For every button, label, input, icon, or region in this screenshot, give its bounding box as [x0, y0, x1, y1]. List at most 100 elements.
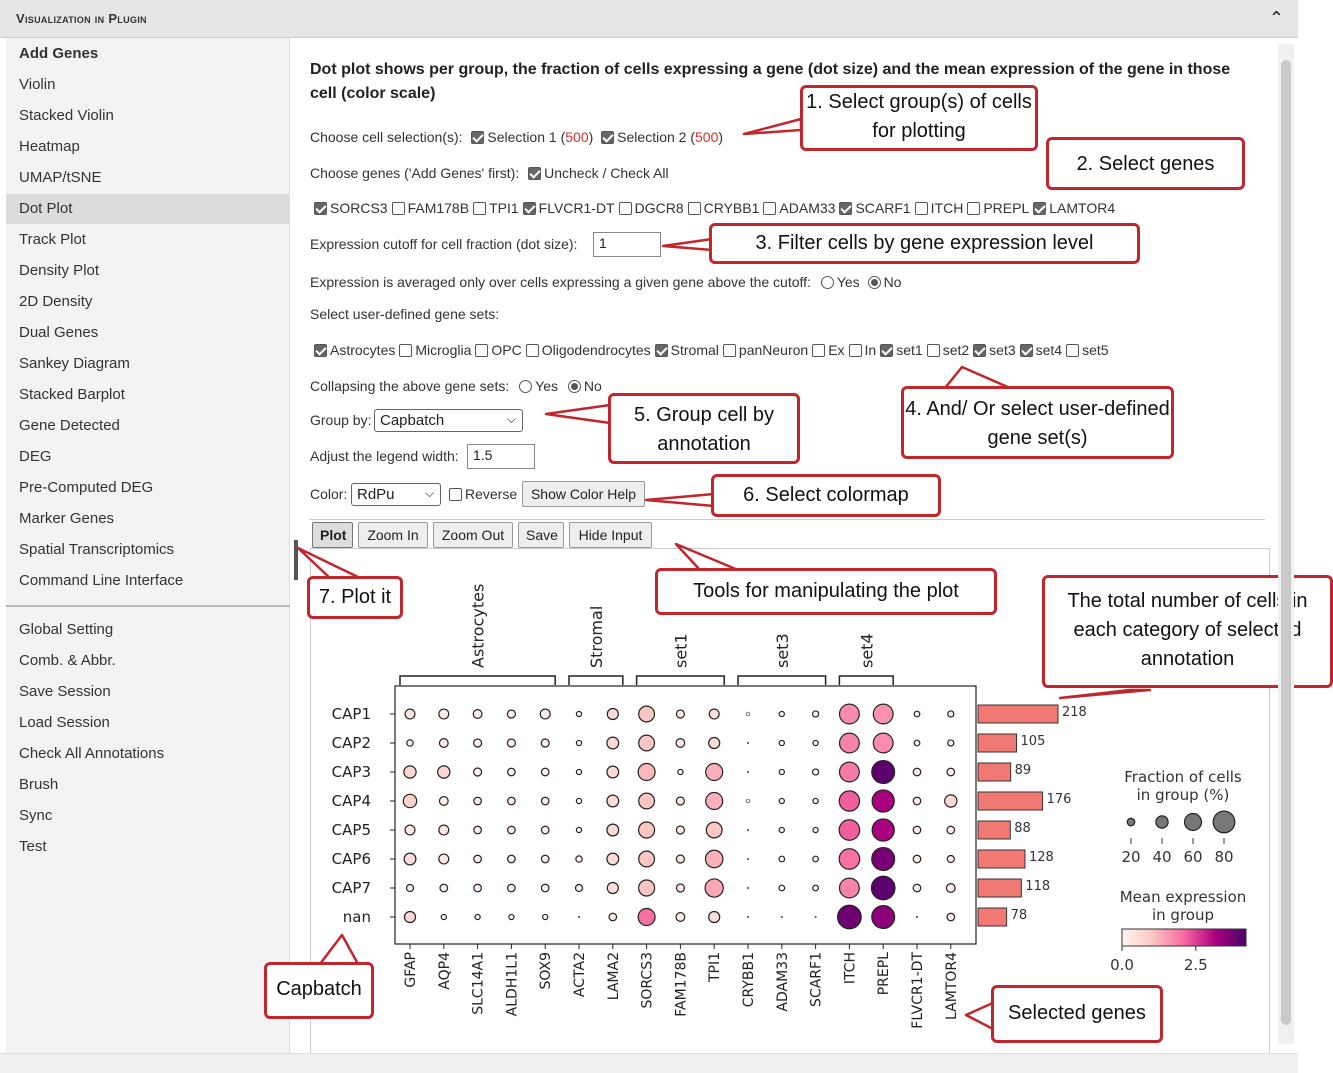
gene-checkbox[interactable] — [1033, 202, 1047, 215]
plot-button[interactable]: Plot — [312, 522, 353, 548]
selection-2-checkbox[interactable] — [601, 131, 615, 144]
sidebar-item-save-session[interactable]: Save Session — [19, 683, 111, 700]
sidebar-item-test[interactable]: Test — [19, 838, 47, 855]
check-all-checkbox[interactable] — [528, 167, 542, 180]
cutoff-input[interactable]: 1 — [593, 232, 661, 257]
sidebar-item-stacked-barplot[interactable]: Stacked Barplot — [19, 386, 125, 403]
group-by-select[interactable]: Capbatch ⌵ — [374, 409, 523, 432]
colorbar-label: 2.5 — [1184, 956, 1208, 974]
gene-set-checkbox[interactable] — [880, 344, 894, 357]
sidebar-item-sync[interactable]: Sync — [19, 807, 53, 824]
dot — [406, 739, 414, 747]
gene-set-checkbox[interactable] — [1066, 344, 1080, 357]
colorbar-label: 0.0 — [1110, 956, 1134, 974]
sidebar-item-check-all-annotations[interactable]: Check All Annotations — [19, 745, 165, 762]
dot — [812, 884, 820, 892]
collapse-no-radio[interactable] — [567, 380, 581, 393]
sidebar-item-violin[interactable]: Violin — [19, 76, 56, 93]
panel-header[interactable]: Visualization in Plugin ⌃ — [0, 0, 1298, 38]
sidebar-item-spatial-transcriptomics[interactable]: Spatial Transcriptomics — [19, 541, 175, 558]
dot — [403, 765, 417, 779]
sidebar-item-command-line-interface[interactable]: Command Line Interface — [19, 572, 184, 589]
gene-set-checkbox-list: Astrocytes Microglia OPC Oligodendrocytes St… — [314, 342, 1109, 358]
panel-splitter[interactable] — [294, 540, 298, 580]
sidebar-item-deg[interactable]: DEG — [19, 448, 52, 465]
color-select[interactable]: RdPu ⌵ — [351, 483, 441, 506]
sidebar-item-sankey-diagram[interactable]: Sankey Diagram — [19, 355, 130, 372]
size-legend-dot — [1155, 815, 1169, 829]
gene-set-checkbox[interactable] — [525, 344, 539, 357]
sidebar-item-2d-density[interactable]: 2D Density — [19, 293, 93, 310]
zoom-in-button[interactable]: Zoom In — [358, 522, 428, 548]
gene-set-checkbox[interactable] — [1019, 344, 1033, 357]
gene-checkbox[interactable] — [763, 202, 777, 215]
averaged-yes-radio[interactable] — [820, 276, 834, 289]
save-button[interactable]: Save — [518, 522, 564, 548]
sidebar-item-marker-genes[interactable]: Marker Genes — [19, 510, 115, 527]
dot — [606, 852, 620, 866]
sidebar-item-global-setting[interactable]: Global Setting — [19, 621, 114, 638]
sidebar-item-track-plot[interactable]: Track Plot — [19, 231, 86, 248]
sidebar-item-umap-tsne[interactable]: UMAP/tSNE — [19, 169, 102, 186]
dot — [637, 879, 656, 897]
gene-label: FAM178B — [407, 200, 470, 216]
zoom-out-button[interactable]: Zoom Out — [433, 522, 513, 548]
dot — [606, 881, 619, 895]
gene-set-checkbox[interactable] — [973, 344, 987, 357]
averaged-no-radio[interactable] — [867, 276, 881, 289]
count-bar — [977, 820, 1011, 840]
sidebar-item-pre-computed-deg[interactable]: Pre-Computed DEG — [19, 479, 154, 496]
size-legend-label: 20 — [1121, 848, 1140, 866]
chevron-up-icon[interactable]: ⌃ — [1268, 8, 1284, 28]
dot — [746, 741, 749, 744]
gene-checkbox[interactable] — [967, 202, 981, 215]
gene-checkbox[interactable] — [522, 202, 536, 215]
legend-width-input[interactable]: 1.5 — [467, 444, 535, 469]
sidebar-item-dual-genes[interactable]: Dual Genes — [19, 324, 99, 341]
gene-set-label: Astrocytes — [330, 342, 396, 358]
dot — [778, 768, 785, 776]
gene-set-checkbox[interactable] — [475, 344, 489, 357]
dot — [403, 910, 417, 924]
gene-checkbox[interactable] — [687, 202, 701, 215]
gene-set-label: set3 — [773, 633, 792, 668]
gene-set-checkbox[interactable] — [812, 344, 826, 357]
dot — [812, 797, 819, 805]
dot — [638, 734, 656, 752]
gene-set-checkbox[interactable] — [848, 344, 862, 357]
gene-set-checkbox[interactable] — [722, 344, 736, 357]
selection-1-checkbox[interactable] — [471, 131, 485, 144]
gene-set-checkbox[interactable] — [654, 344, 668, 357]
hide-input-button[interactable]: Hide Input — [569, 522, 652, 548]
gene-set-checkbox[interactable] — [399, 344, 413, 357]
dot — [745, 798, 751, 804]
sidebar-item-density-plot[interactable]: Density Plot — [19, 262, 100, 279]
show-color-help-button[interactable]: Show Color Help — [522, 481, 645, 507]
dot — [473, 825, 482, 835]
count-label: 176 — [1047, 792, 1072, 807]
gene-checkbox[interactable] — [914, 202, 928, 215]
sidebar-item-heatmap[interactable]: Heatmap — [19, 138, 80, 155]
scrollbar-thumb[interactable] — [1281, 60, 1291, 1025]
count-label: 118 — [1025, 879, 1050, 894]
gene-checkbox[interactable] — [314, 202, 327, 215]
sidebar-item-comb-abbr[interactable]: Comb. & Abbr. — [19, 652, 116, 669]
sidebar-item-add-genes[interactable]: Add Genes — [19, 45, 99, 62]
horizontal-scrollbar[interactable] — [0, 1053, 1298, 1073]
gene-checkbox[interactable] — [391, 202, 405, 215]
sidebar-item-stacked-violin[interactable]: Stacked Violin — [19, 107, 114, 124]
genes-label: Choose genes ('Add Genes' first): — [310, 165, 520, 181]
sidebar-item-load-session[interactable]: Load Session — [19, 714, 110, 731]
collapse-yes-radio[interactable] — [519, 380, 533, 393]
vertical-scrollbar[interactable] — [1278, 44, 1294, 1044]
dot — [438, 708, 450, 720]
reverse-checkbox[interactable] — [449, 488, 462, 501]
sidebar-item-dot-plot[interactable]: Dot Plot — [6, 194, 290, 224]
sidebar-item-gene-detected[interactable]: Gene Detected — [19, 417, 120, 434]
gene-set-checkbox[interactable] — [926, 344, 940, 357]
gene-set-checkbox[interactable] — [314, 344, 327, 357]
sidebar-item-brush[interactable]: Brush — [19, 776, 59, 793]
gene-checkbox[interactable] — [473, 202, 487, 215]
gene-checkbox[interactable] — [618, 202, 632, 215]
gene-checkbox[interactable] — [839, 202, 853, 215]
